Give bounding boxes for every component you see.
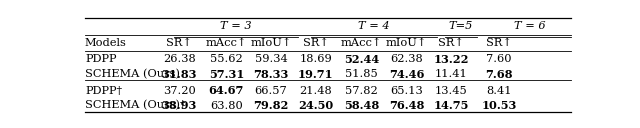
Text: 11.41: 11.41	[435, 69, 467, 79]
Text: 65.13: 65.13	[390, 86, 423, 96]
Text: 59.34: 59.34	[255, 54, 287, 64]
Text: T = 4: T = 4	[358, 21, 390, 31]
Text: 66.57: 66.57	[255, 86, 287, 96]
Text: 37.20: 37.20	[163, 86, 196, 96]
Text: SR↑: SR↑	[303, 38, 328, 48]
Text: 58.48: 58.48	[344, 100, 380, 111]
Text: 26.38: 26.38	[163, 54, 196, 64]
Text: T=5: T=5	[449, 21, 473, 31]
Text: SR↑: SR↑	[438, 38, 464, 48]
Text: SR↑: SR↑	[166, 38, 192, 48]
Text: 76.48: 76.48	[388, 100, 424, 111]
Text: SCHEMA (Ours): SCHEMA (Ours)	[85, 69, 180, 79]
Text: 64.67: 64.67	[209, 85, 244, 96]
Text: 18.69: 18.69	[300, 54, 332, 64]
Text: PDPP: PDPP	[85, 54, 116, 64]
Text: Models: Models	[85, 38, 127, 48]
Text: 74.46: 74.46	[388, 68, 424, 79]
Text: 7.68: 7.68	[485, 68, 513, 79]
Text: 38.93: 38.93	[161, 100, 197, 111]
Text: mIoU↑: mIoU↑	[250, 38, 292, 48]
Text: 57.31: 57.31	[209, 68, 244, 79]
Text: 10.53: 10.53	[481, 100, 517, 111]
Text: T = 6: T = 6	[514, 21, 545, 31]
Text: 79.82: 79.82	[253, 100, 289, 111]
Text: 19.71: 19.71	[298, 68, 333, 79]
Text: mIoU↑: mIoU↑	[386, 38, 427, 48]
Text: 52.44: 52.44	[344, 54, 380, 65]
Text: 21.48: 21.48	[300, 86, 332, 96]
Text: 13.22: 13.22	[433, 54, 468, 65]
Text: PDPP†: PDPP†	[85, 86, 122, 96]
Text: 78.33: 78.33	[253, 68, 289, 79]
Text: 8.41: 8.41	[486, 86, 512, 96]
Text: mAcc↑: mAcc↑	[341, 38, 383, 48]
Text: 57.82: 57.82	[346, 86, 378, 96]
Text: 24.50: 24.50	[298, 100, 333, 111]
Text: 51.85: 51.85	[346, 69, 378, 79]
Text: T = 3: T = 3	[220, 21, 252, 31]
Text: 7.60: 7.60	[486, 54, 512, 64]
Text: mAcc↑: mAcc↑	[205, 38, 247, 48]
Text: SR↑: SR↑	[486, 38, 512, 48]
Text: 63.80: 63.80	[210, 100, 243, 111]
Text: 31.83: 31.83	[161, 68, 197, 79]
Text: 62.38: 62.38	[390, 54, 423, 64]
Text: SCHEMA (Ours)†: SCHEMA (Ours)†	[85, 100, 186, 111]
Text: 13.45: 13.45	[435, 86, 467, 96]
Text: 55.62: 55.62	[210, 54, 243, 64]
Text: 14.75: 14.75	[433, 100, 468, 111]
